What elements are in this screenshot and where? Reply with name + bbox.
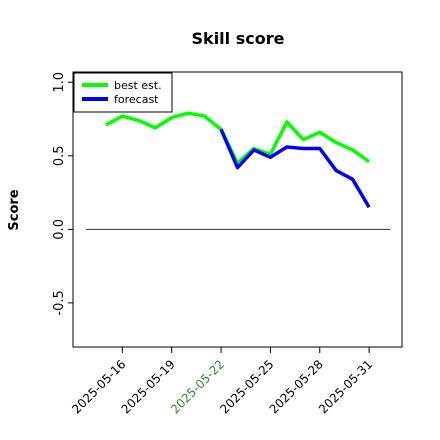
legend-box bbox=[73, 72, 173, 113]
x-tick-label: 2025-05-31 bbox=[316, 357, 375, 416]
legend-label: best est. bbox=[114, 79, 162, 92]
legend-label: forecast bbox=[114, 93, 159, 106]
y-tick-label: 1.0 bbox=[52, 72, 67, 93]
series-line bbox=[219, 128, 371, 209]
series-line bbox=[105, 111, 371, 165]
plot-frame bbox=[72, 71, 403, 348]
y-tick-label: 0.5 bbox=[52, 145, 67, 166]
chart-title: Skill score bbox=[192, 29, 285, 48]
y-tick-label: -0.5 bbox=[52, 290, 67, 315]
y-axis-label: Score bbox=[7, 189, 22, 230]
y-tick-label: 0.0 bbox=[52, 219, 67, 240]
